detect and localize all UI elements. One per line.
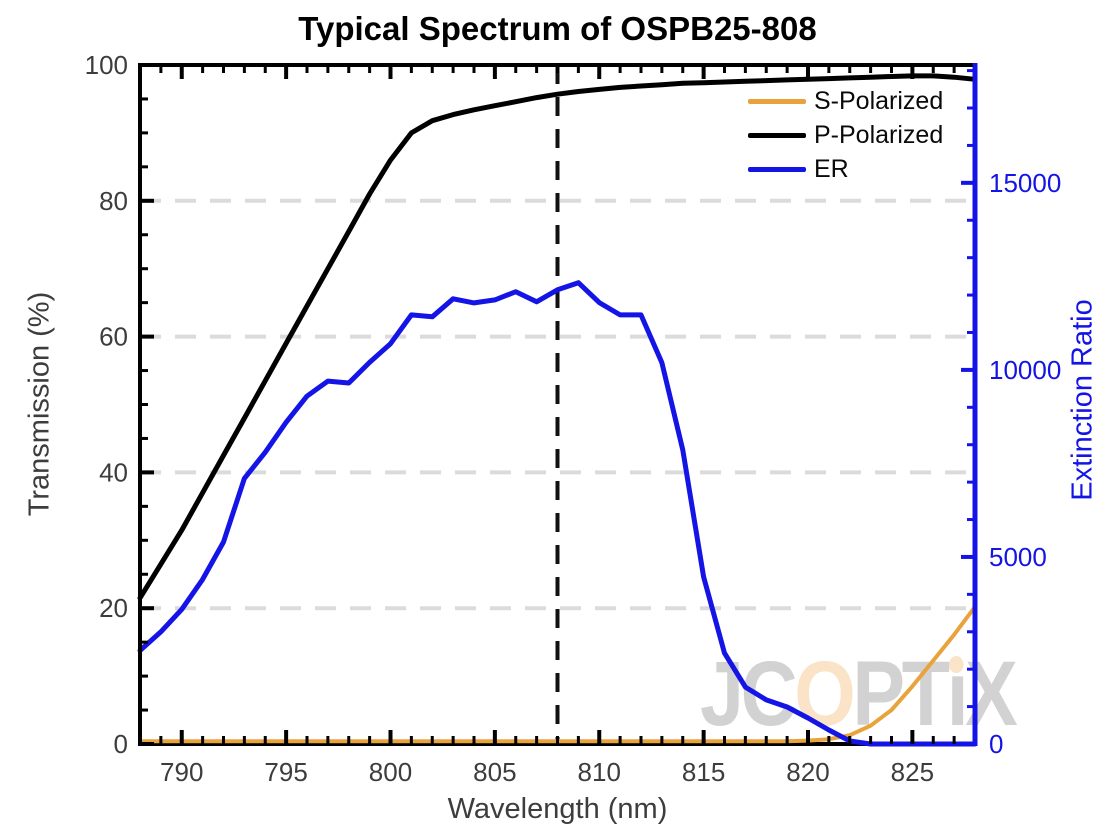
y-left-tick-label: 20 bbox=[99, 593, 128, 623]
x-tick-label: 815 bbox=[682, 757, 725, 787]
legend-row-p-polarized: P-Polarized bbox=[748, 118, 943, 152]
x-tick-label: 810 bbox=[578, 757, 621, 787]
watermark-letter-i: ı bbox=[946, 643, 969, 745]
chart-title: Typical Spectrum of OSPB25-808 bbox=[298, 10, 817, 47]
y-left-tick-label: 60 bbox=[99, 322, 128, 352]
x-tick-label: 800 bbox=[369, 757, 412, 787]
legend-label-er: ER bbox=[814, 154, 849, 183]
x-tick-label: 790 bbox=[160, 757, 203, 787]
x-tick-label: 820 bbox=[786, 757, 829, 787]
watermark-i-dot bbox=[948, 656, 964, 673]
legend-label-s-polarized: S-Polarized bbox=[814, 86, 944, 115]
y-right-tick-label: 0 bbox=[989, 729, 1003, 759]
legend-row-er: ER bbox=[748, 152, 943, 186]
watermark-letter-o: O bbox=[794, 643, 856, 745]
legend-row-s-polarized: S-Polarized bbox=[748, 84, 943, 118]
watermark-text: JC bbox=[700, 643, 798, 745]
x-tick-label: 795 bbox=[264, 757, 307, 787]
y-left-tick-label: 40 bbox=[99, 457, 128, 487]
legend-label-p-polarized: P-Polarized bbox=[814, 120, 944, 149]
x-tick-label: 805 bbox=[473, 757, 516, 787]
legend-swatch-er bbox=[748, 166, 806, 172]
x-tick-label: 825 bbox=[891, 757, 934, 787]
y-right-tick-label: 5000 bbox=[989, 542, 1047, 572]
y-left-tick-label: 100 bbox=[85, 50, 128, 80]
legend: S-Polarized P-Polarized ER bbox=[748, 84, 943, 186]
series-er bbox=[137, 280, 978, 747]
y-right-tick-label: 10000 bbox=[989, 355, 1061, 385]
legend-swatch-p-polarized bbox=[748, 132, 806, 138]
x-axis-label: Wavelength (nm) bbox=[447, 793, 668, 825]
legend-swatch-s-polarized bbox=[748, 98, 806, 104]
y-right-tick-label: 15000 bbox=[989, 168, 1061, 198]
series-p-polarized bbox=[137, 73, 978, 601]
y-left-tick-label: 80 bbox=[99, 186, 128, 216]
y-left-tick-label: 0 bbox=[114, 729, 128, 759]
